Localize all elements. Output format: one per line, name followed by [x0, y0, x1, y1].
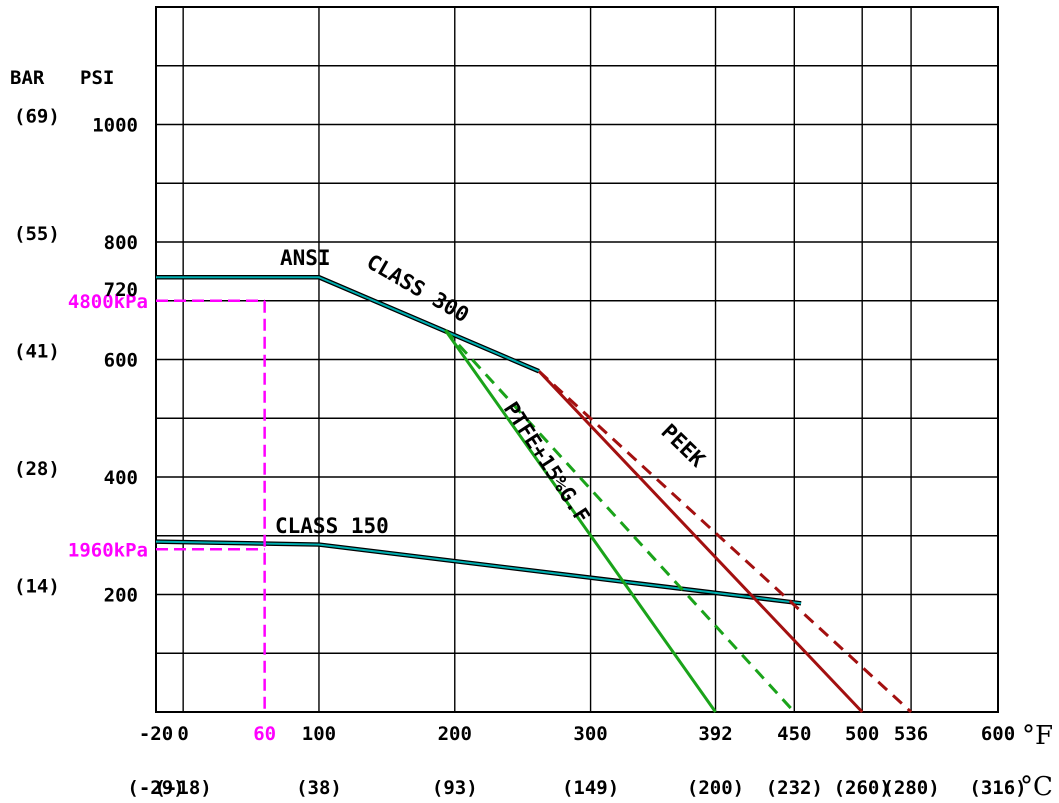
reference-label: 1960kPa [68, 539, 148, 561]
y-tick-label: 400 [104, 467, 138, 489]
x-tick-label: -20 [139, 723, 173, 745]
chart-grid [155, 6, 999, 713]
y-tick-label: 1000 [92, 115, 138, 137]
x-tick-label: 600 [981, 723, 1015, 745]
series-line-outline [156, 275, 540, 374]
x-unit-celsius: °C [1020, 772, 1053, 802]
curve-label-ptfe: PTFE+15%G.F [499, 398, 595, 528]
reference-x-label: 60 [253, 723, 276, 745]
chart-annotations: 4800kPa 1960kPa 60 [68, 291, 276, 745]
series-line [155, 540, 802, 605]
x-tick-label-celsius: (149) [562, 777, 619, 799]
x-tick-label-celsius: (316) [969, 777, 1026, 799]
curve-label-class-150: CLASS 150 [275, 514, 389, 538]
x-tick-label: 300 [573, 723, 607, 745]
x-tick-label-celsius: (93) [432, 777, 478, 799]
chart-series [155, 275, 913, 714]
y-tick-label: 800 [104, 232, 138, 254]
reference-label: 4800kPa [68, 291, 148, 313]
x-tick-label-celsius: (232) [766, 777, 823, 799]
series-line [444, 329, 717, 713]
series-line [537, 370, 864, 714]
curve-label-class-300: CLASS 300 [363, 250, 474, 328]
y-tick-label-bar: (55) [14, 223, 60, 245]
chart-labels: ANSI CLASS 300 CLASS 150 PTFE+15%G.F PEEK -20… [14, 106, 1027, 800]
y-tick-label: 200 [104, 585, 138, 607]
plot-frame [155, 6, 999, 713]
x-tick-label: 392 [698, 723, 732, 745]
y-tick-label: 600 [104, 350, 138, 372]
x-tick-label-celsius: (-29) [127, 777, 184, 799]
x-tick-label: 0 [177, 723, 188, 745]
x-tick-label-celsius: (260) [834, 777, 891, 799]
x-tick-label: 100 [302, 723, 336, 745]
x-tick-label: 500 [845, 723, 879, 745]
series-line-dashed [444, 329, 796, 714]
curve-label-peek: PEEK [657, 419, 710, 472]
x-tick-label: 200 [438, 723, 472, 745]
y-tick-label-bar: (69) [14, 106, 60, 128]
y-tick-label-bar: (14) [14, 576, 60, 598]
x-tick-label: 536 [894, 723, 928, 745]
x-tick-label-celsius: (280) [882, 777, 939, 799]
y-tick-label: 720 [104, 279, 138, 301]
x-unit-fahrenheit: °F [1022, 721, 1053, 751]
x-tick-label-celsius: (38) [296, 777, 342, 799]
y-unit-bar: BAR [10, 67, 45, 89]
curve-label-ansi: ANSI [280, 246, 331, 270]
x-tick-label-celsius: (-18) [155, 777, 212, 799]
x-tick-label: 450 [777, 723, 811, 745]
y-tick-label-bar: (28) [14, 458, 60, 480]
y-unit-psi: PSI [80, 67, 114, 89]
series-line [156, 276, 540, 373]
series-line-dashed [537, 370, 913, 714]
y-tick-label-bar: (41) [14, 341, 60, 363]
x-tick-label-celsius: (200) [687, 777, 744, 799]
